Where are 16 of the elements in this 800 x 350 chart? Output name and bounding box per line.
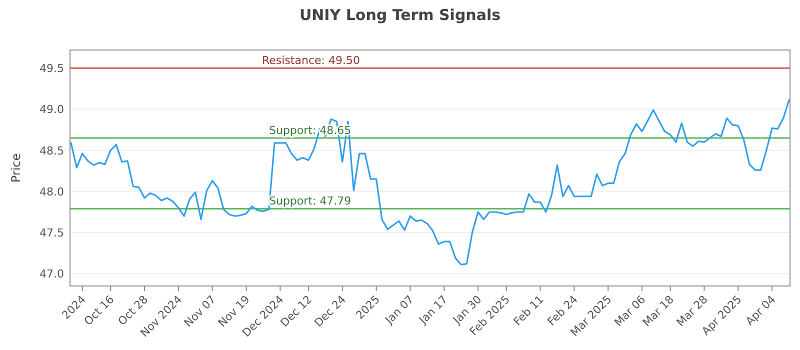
- x-tick-label: Nov 07: [182, 292, 218, 330]
- y-tick-label: 47.5: [40, 226, 64, 240]
- y-axis-title: Price: [9, 153, 23, 183]
- y-tick-label: 49.0: [40, 103, 64, 116]
- line-series: [70, 99, 790, 266]
- x-tick-label: Apr 04: [743, 292, 778, 328]
- x-tick-label: Jan 17: [416, 292, 450, 328]
- y-tick-label: 49.5: [40, 62, 64, 76]
- x-tick-label: Dec 24: [312, 292, 348, 330]
- x-tick-label: Jan 07: [382, 292, 416, 328]
- y-tick-label: 48.0: [40, 185, 64, 198]
- y-tick-label: 48.5: [40, 144, 64, 158]
- x-tick-label: Feb 11: [511, 292, 546, 328]
- ref-line-label: Resistance: 49.50: [262, 54, 360, 68]
- y-tick-label: 47.0: [40, 268, 64, 281]
- chart-title: UNIY Long Term Signals: [299, 6, 501, 24]
